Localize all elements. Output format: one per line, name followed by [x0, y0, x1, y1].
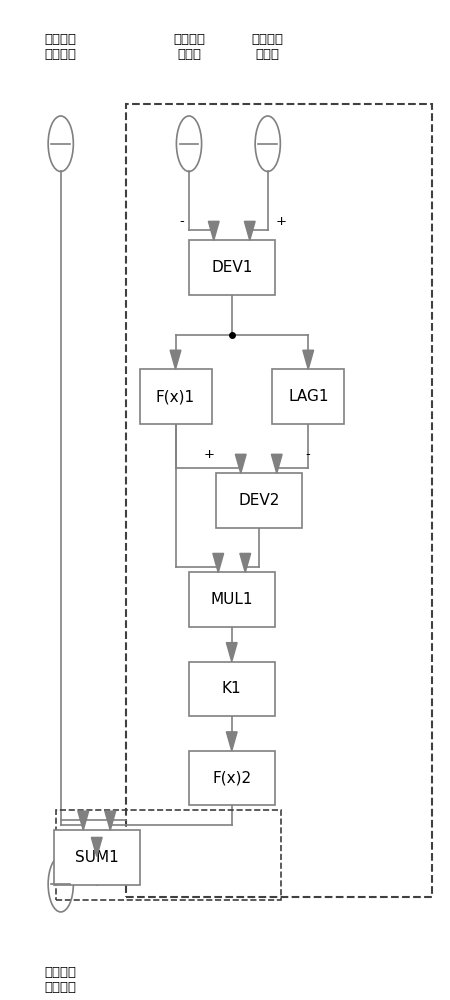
Bar [216, 473, 302, 528]
Text: K1: K1 [222, 681, 242, 696]
Polygon shape [244, 221, 255, 240]
Polygon shape [91, 837, 102, 856]
Text: DEV1: DEV1 [211, 260, 252, 275]
Polygon shape [208, 221, 219, 240]
Text: DEV2: DEV2 [238, 493, 279, 508]
Bar [54, 830, 140, 885]
Text: LAG1: LAG1 [288, 389, 328, 404]
Text: F(x)1: F(x)1 [156, 389, 195, 404]
Bar [140, 369, 212, 424]
Bar [56, 810, 281, 900]
Polygon shape [271, 454, 282, 473]
Text: +: + [204, 448, 215, 461]
Polygon shape [170, 350, 181, 369]
Polygon shape [303, 350, 314, 369]
Text: 主汽压力
设定值: 主汽压力 设定值 [173, 33, 205, 61]
Polygon shape [213, 553, 224, 572]
Text: -: - [306, 448, 310, 461]
Polygon shape [226, 732, 237, 751]
Text: MUL1: MUL1 [211, 592, 253, 607]
Text: -: - [180, 215, 184, 228]
Bar [126, 104, 432, 897]
Text: 新一级汽
温设定值: 新一级汽 温设定值 [45, 966, 77, 994]
Text: 原一级汽
温设定值: 原一级汽 温设定值 [45, 33, 77, 61]
Text: SUM1: SUM1 [75, 850, 119, 865]
Polygon shape [235, 454, 246, 473]
Polygon shape [240, 553, 251, 572]
Bar [272, 369, 344, 424]
Text: +: + [276, 215, 287, 228]
Polygon shape [105, 811, 116, 830]
Text: 主汽压力
实际值: 主汽压力 实际值 [252, 33, 284, 61]
Bar [189, 751, 274, 805]
Polygon shape [226, 643, 237, 662]
Bar [189, 662, 274, 716]
Text: F(x)2: F(x)2 [212, 771, 251, 786]
Polygon shape [78, 811, 89, 830]
Bar [189, 240, 274, 295]
Bar [189, 572, 274, 627]
